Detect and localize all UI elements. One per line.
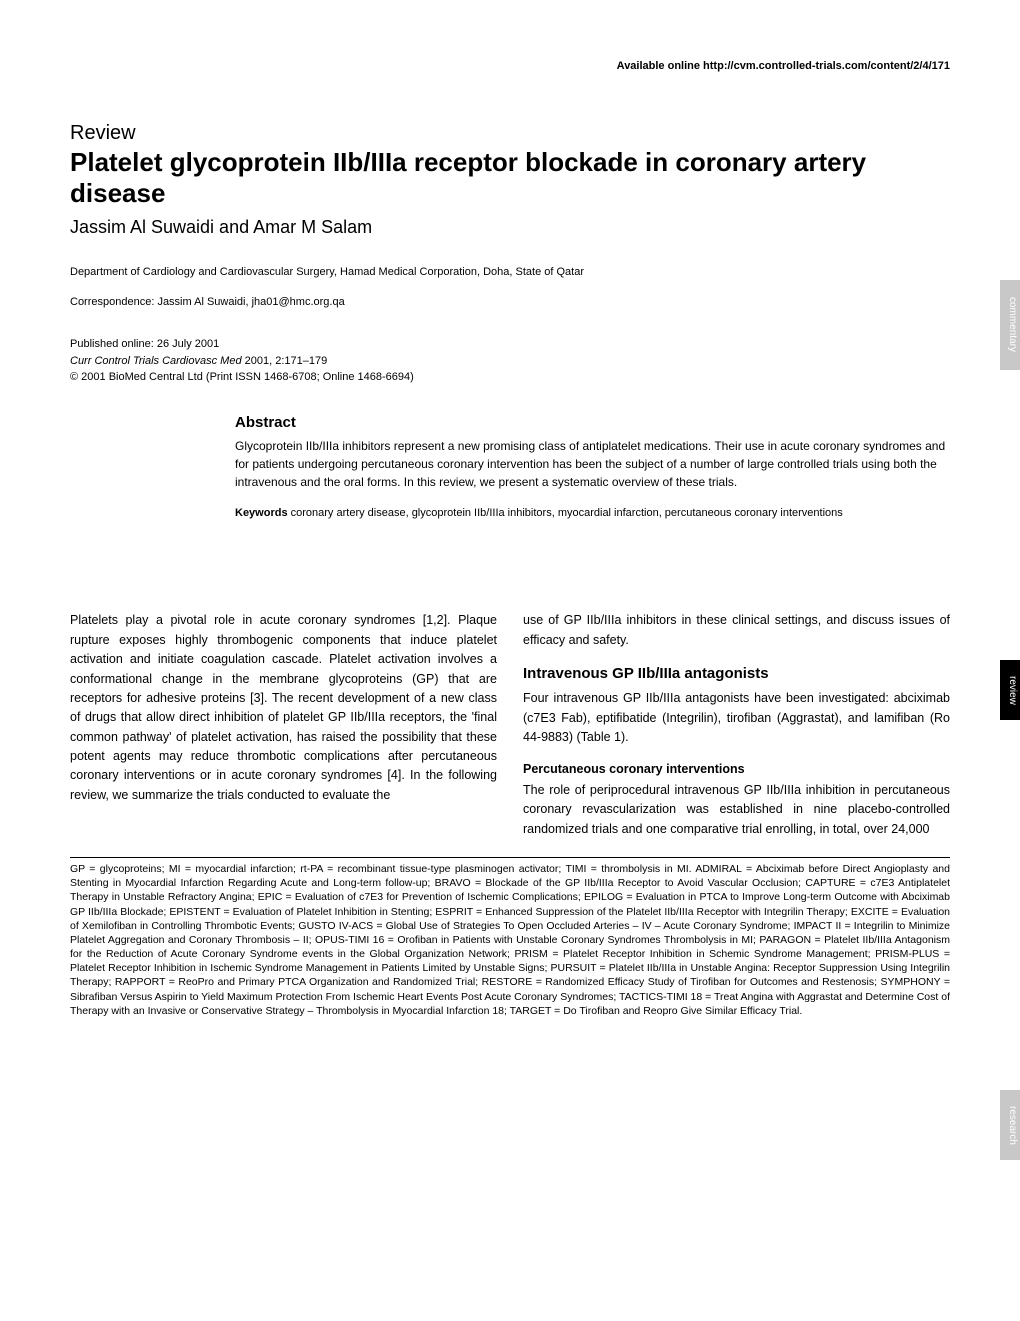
article-authors: Jassim Al Suwaidi and Amar M Salam	[70, 217, 950, 238]
sidebar-tab-commentary: commentary	[1000, 280, 1020, 370]
keywords: Keywords coronary artery disease, glycop…	[235, 505, 950, 522]
abstract-section: Abstract Glycoprotein IIb/IIIa inhibitor…	[235, 414, 950, 522]
header-url: Available online http://cvm.controlled-t…	[70, 60, 950, 72]
pci-paragraph: The role of periprocedural intravenous G…	[523, 781, 950, 839]
column-right: use of GP IIb/IIIa inhibitors in these c…	[523, 611, 950, 839]
keywords-label: Keywords	[235, 507, 288, 519]
section-heading-iv-antagonists: Intravenous GP IIb/IIIa antagonists	[523, 662, 950, 685]
copyright: © 2001 BioMed Central Ltd (Print ISSN 14…	[70, 369, 950, 386]
intro-paragraph: Platelets play a pivotal role in acute c…	[70, 611, 497, 805]
publication-info: Published online: 26 July 2001 Curr Cont…	[70, 336, 950, 386]
article-type: Review	[70, 122, 950, 145]
abstract-text: Glycoprotein IIb/IIIa inhibitors represe…	[235, 437, 950, 491]
keywords-text: coronary artery disease, glycoprotein II…	[288, 507, 843, 519]
sidebar-tab-research: research	[1000, 1090, 1020, 1160]
correspondence: Correspondence: Jassim Al Suwaidi, jha01…	[70, 296, 950, 308]
iv-antagonists-paragraph: Four intravenous GP IIb/IIIa antagonists…	[523, 689, 950, 747]
page-content: Available online http://cvm.controlled-t…	[0, 0, 1020, 1068]
abbreviations-block: GP = glycoproteins; MI = myocardial infa…	[70, 857, 950, 1018]
citation: 2001, 2:171–179	[242, 355, 328, 367]
sidebar-tab-review: review	[1000, 660, 1020, 720]
journal-name: Curr Control Trials Cardiovasc Med	[70, 355, 242, 367]
abstract-heading: Abstract	[235, 414, 950, 431]
column-left: Platelets play a pivotal role in acute c…	[70, 611, 497, 839]
body-columns: Platelets play a pivotal role in acute c…	[70, 611, 950, 839]
affiliation: Department of Cardiology and Cardiovascu…	[70, 266, 950, 278]
intro-continuation: use of GP IIb/IIIa inhibitors in these c…	[523, 611, 950, 650]
pub-journal-line: Curr Control Trials Cardiovasc Med 2001,…	[70, 353, 950, 370]
article-title: Platelet glycoprotein IIb/IIIa receptor …	[70, 147, 950, 209]
subsection-heading-pci: Percutaneous coronary interventions	[523, 760, 950, 779]
pub-date: Published online: 26 July 2001	[70, 336, 950, 353]
